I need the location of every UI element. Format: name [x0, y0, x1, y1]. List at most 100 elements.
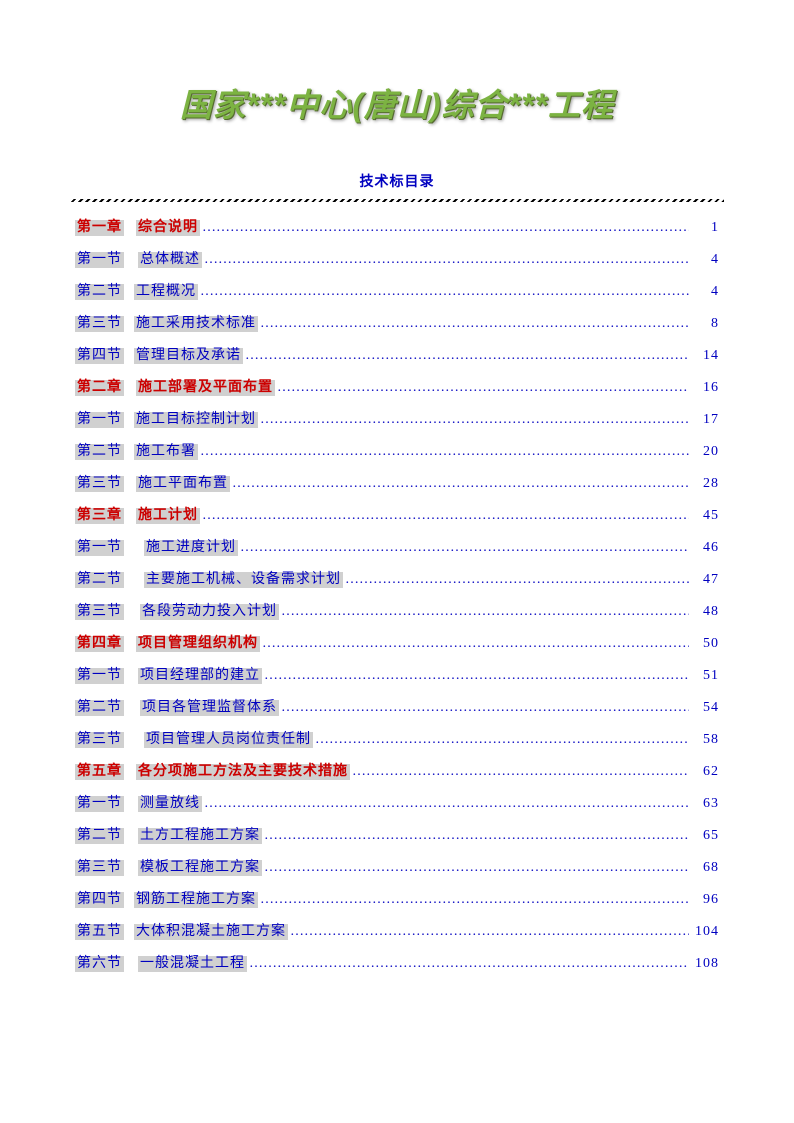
toc-page: 8 [689, 317, 719, 331]
section-label: 第二节 [75, 284, 124, 300]
section-label: 第二节 [75, 700, 124, 716]
section-title: 土方工程施工方案 [138, 828, 262, 844]
section-label: 第六节 [75, 956, 124, 972]
chapter-title: 各分项施工方法及主要技术措施 [136, 764, 350, 780]
toc-dots: …………………………………………………………………………………………………………… [202, 253, 689, 267]
toc-row: 第二节施工布署………………………………………………………………………………………… [75, 436, 719, 468]
toc-page: 47 [689, 573, 719, 587]
toc-dots: …………………………………………………………………………………………………………… [198, 445, 689, 459]
section-label: 第三节 [75, 604, 124, 620]
toc-row: 第二节工程概况………………………………………………………………………………………… [75, 276, 719, 308]
section-title: 管理目标及承诺 [134, 348, 243, 364]
toc-dots: …………………………………………………………………………………………………………… [258, 317, 689, 331]
section-label: 第一节 [75, 796, 124, 812]
main-title: 国家***中心(唐山)综合***工程 [70, 80, 724, 126]
section-label: 第三节 [75, 476, 124, 492]
toc-dots: …………………………………………………………………………………………………………… [243, 349, 689, 363]
toc-row: 第二节项目各管理监督体系…………………………………………………………………………… [75, 692, 719, 724]
section-label: 第三节 [75, 860, 124, 876]
divider [70, 199, 724, 202]
chapter-label: 第五章 [75, 764, 124, 780]
section-title: 大体积混凝土施工方案 [134, 924, 288, 940]
toc-row: 第一节项目经理部的建立……………………………………………………………………………… [75, 660, 719, 692]
section-title: 施工采用技术标准 [134, 316, 258, 332]
toc-page: 58 [689, 733, 719, 747]
toc-row: 第二章施工部署及平面布置…………………………………………………………………………… [75, 372, 719, 404]
toc-page: 45 [689, 509, 719, 523]
toc-page: 50 [689, 637, 719, 651]
toc-page: 28 [689, 477, 719, 491]
toc-dots: …………………………………………………………………………………………………………… [260, 637, 689, 651]
toc-dots: …………………………………………………………………………………………………………… [288, 925, 689, 939]
toc-dots: …………………………………………………………………………………………………………… [238, 541, 689, 555]
toc-page: 63 [689, 797, 719, 811]
toc-page: 62 [689, 765, 719, 779]
section-label: 第一节 [75, 252, 124, 268]
section-label: 第三节 [75, 316, 124, 332]
toc-page: 96 [689, 893, 719, 907]
section-title: 各段劳动力投入计划 [140, 604, 279, 620]
toc-page: 68 [689, 861, 719, 875]
toc-dots: …………………………………………………………………………………………………………… [200, 221, 689, 235]
toc-dots: …………………………………………………………………………………………………………… [262, 669, 689, 683]
section-title: 主要施工机械、设备需求计划 [144, 572, 343, 588]
toc-dots: …………………………………………………………………………………………………………… [262, 829, 689, 843]
section-title: 施工目标控制计划 [134, 412, 258, 428]
subtitle: 技术标目录 [70, 171, 724, 191]
toc-row: 第五节大体积混凝土施工方案………………………………………………………………………… [75, 916, 719, 948]
toc-dots: …………………………………………………………………………………………………………… [313, 733, 689, 747]
toc-page: 17 [689, 413, 719, 427]
section-label: 第一节 [75, 668, 124, 684]
toc-row: 第三节模板工程施工方案……………………………………………………………………………… [75, 852, 719, 884]
chapter-label: 第一章 [75, 220, 124, 236]
toc-row: 第三章施工计划………………………………………………………………………………………… [75, 500, 719, 532]
toc-page: 1 [689, 221, 719, 235]
toc-page: 46 [689, 541, 719, 555]
toc-dots: …………………………………………………………………………………………………………… [275, 381, 689, 395]
toc-dots: …………………………………………………………………………………………………………… [343, 573, 689, 587]
toc-page: 20 [689, 445, 719, 459]
toc-row: 第三节施工平面布置…………………………………………………………………………………… [75, 468, 719, 500]
toc-row: 第五章各分项施工方法及主要技术措施……………………………………………………………… [75, 756, 719, 788]
section-label: 第二节 [75, 572, 124, 588]
toc-dots: …………………………………………………………………………………………………………… [200, 509, 689, 523]
toc-page: 4 [689, 285, 719, 299]
toc-dots: …………………………………………………………………………………………………………… [247, 957, 689, 971]
toc-row: 第二节 主要施工机械、设备需求计划………………………………………………………………… [75, 564, 719, 596]
toc-page: 48 [689, 605, 719, 619]
toc-page: 4 [689, 253, 719, 267]
section-title: 工程概况 [134, 284, 198, 300]
chapter-title: 综合说明 [136, 220, 200, 236]
toc-row: 第四节管理目标及承诺………………………………………………………………………………… [75, 340, 719, 372]
toc-page: 14 [689, 349, 719, 363]
toc-row: 第三节各段劳动力投入计划…………………………………………………………………………… [75, 596, 719, 628]
section-title: 施工布署 [134, 444, 198, 460]
toc-row: 第一节施工进度计划…………………………………………………………………………………… [75, 532, 719, 564]
toc-row: 第六节一般混凝土工程………………………………………………………………………………… [75, 948, 719, 980]
section-label: 第二节 [75, 444, 124, 460]
toc-dots: …………………………………………………………………………………………………………… [258, 893, 689, 907]
toc-dots: …………………………………………………………………………………………………………… [230, 477, 689, 491]
toc-page: 54 [689, 701, 719, 715]
chapter-label: 第二章 [75, 380, 124, 396]
toc-page: 104 [689, 925, 719, 939]
section-label: 第三节 [75, 732, 124, 748]
toc-dots: …………………………………………………………………………………………………………… [258, 413, 689, 427]
toc-row: 第三节施工采用技术标准……………………………………………………………………………… [75, 308, 719, 340]
toc-row: 第一节施工目标控制计划……………………………………………………………………………… [75, 404, 719, 436]
toc-row: 第三节项目管理人员岗位责任制……………………………………………………………………… [75, 724, 719, 756]
section-title: 项目经理部的建立 [138, 668, 262, 684]
toc-page: 51 [689, 669, 719, 683]
toc-container: 第一章综合说明………………………………………………………………………………………… [70, 212, 724, 980]
toc-dots: …………………………………………………………………………………………………………… [262, 861, 689, 875]
toc-dots: …………………………………………………………………………………………………………… [198, 285, 689, 299]
toc-page: 108 [689, 957, 719, 971]
section-title: 钢筋工程施工方案 [134, 892, 258, 908]
section-label: 第一节 [75, 412, 124, 428]
toc-row: 第一节总体概述………………………………………………………………………………………… [75, 244, 719, 276]
chapter-label: 第四章 [75, 636, 124, 652]
section-label: 第五节 [75, 924, 124, 940]
toc-page: 16 [689, 381, 719, 395]
chapter-title: 施工计划 [136, 508, 200, 524]
chapter-title: 施工部署及平面布置 [136, 380, 275, 396]
